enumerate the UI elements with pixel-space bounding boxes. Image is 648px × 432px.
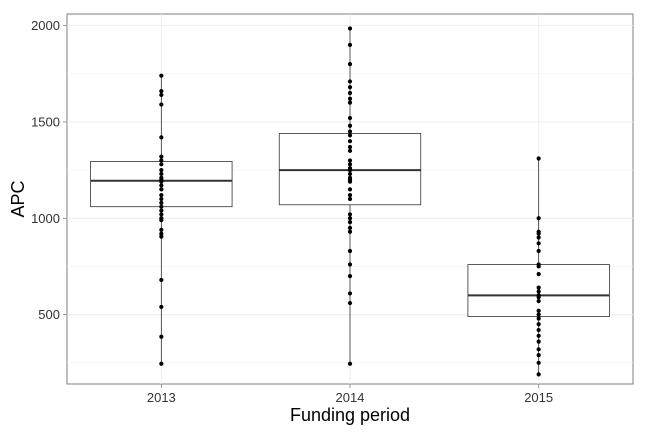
data-point <box>347 139 353 144</box>
data-point <box>159 234 164 239</box>
data-point <box>347 144 353 150</box>
y-axis-title: APC <box>8 180 28 217</box>
data-point <box>347 229 353 234</box>
data-point <box>159 227 164 232</box>
data-point <box>159 334 164 339</box>
data-point <box>159 167 164 173</box>
data-point <box>536 289 541 294</box>
data-point <box>347 212 353 217</box>
data-point <box>159 208 164 213</box>
data-point <box>159 88 164 94</box>
data-point <box>536 327 541 333</box>
data-point <box>347 361 353 366</box>
data-point <box>159 162 164 167</box>
data-point <box>347 187 353 192</box>
data-point <box>347 158 353 163</box>
data-point <box>536 339 541 344</box>
data-point <box>536 156 541 161</box>
data-point <box>536 333 541 338</box>
data-point <box>347 193 353 198</box>
data-point <box>347 123 353 128</box>
data-point <box>159 187 164 192</box>
y-tick-label: 2000 <box>31 18 60 33</box>
data-point <box>159 200 164 205</box>
data-point <box>347 79 353 84</box>
x-tick-label: 2014 <box>336 390 365 405</box>
data-point <box>347 167 353 173</box>
x-tick-label: 2013 <box>147 390 176 405</box>
data-point <box>159 218 164 223</box>
data-point <box>347 196 353 202</box>
data-point <box>347 115 353 121</box>
data-point <box>347 300 353 306</box>
data-point <box>536 216 541 221</box>
data-point <box>536 285 541 290</box>
data-point <box>347 273 353 279</box>
data-point <box>536 272 541 277</box>
data-point <box>347 262 353 267</box>
data-point <box>159 196 164 202</box>
data-point <box>347 133 353 138</box>
data-point <box>347 162 353 167</box>
data-point <box>159 135 164 140</box>
data-point <box>159 212 164 217</box>
data-point <box>159 361 164 366</box>
x-tick-label: 2015 <box>524 390 553 405</box>
data-point <box>159 304 164 310</box>
data-point <box>159 73 164 78</box>
data-point <box>536 347 541 352</box>
data-point <box>347 129 353 134</box>
data-point <box>536 316 541 321</box>
data-point <box>159 102 164 107</box>
data-point <box>536 360 541 365</box>
data-point <box>159 193 164 198</box>
data-point <box>159 92 164 98</box>
x-axis-title: Funding period <box>290 405 410 425</box>
data-point <box>536 372 541 377</box>
data-point <box>347 248 353 254</box>
data-point <box>347 220 353 225</box>
data-point <box>347 148 353 153</box>
data-point <box>536 264 541 269</box>
data-point <box>347 96 353 101</box>
data-point <box>347 171 353 177</box>
data-point <box>347 179 353 184</box>
data-point <box>536 322 541 327</box>
data-point <box>536 295 541 300</box>
y-axis: 500 1000 1500 2000 <box>31 18 67 322</box>
data-point <box>536 352 541 358</box>
y-tick-label: 500 <box>38 307 60 322</box>
data-point <box>159 183 164 188</box>
data-point <box>536 241 541 246</box>
data-point <box>159 204 164 209</box>
data-point <box>159 179 164 184</box>
data-point <box>536 299 541 304</box>
data-point <box>159 231 164 236</box>
data-point <box>347 100 353 105</box>
data-point <box>536 248 541 254</box>
data-point <box>347 26 353 31</box>
points-layer <box>159 26 541 377</box>
data-point <box>159 277 164 283</box>
data-point <box>536 231 541 236</box>
data-point <box>347 42 353 47</box>
data-point <box>347 216 353 221</box>
data-point <box>347 225 353 231</box>
y-tick-label: 1500 <box>31 114 60 129</box>
data-point <box>159 158 164 163</box>
data-point <box>159 154 164 159</box>
x-axis: 2013 2014 2015 <box>147 384 553 405</box>
data-point <box>347 62 353 67</box>
data-point <box>347 90 353 96</box>
data-point <box>536 308 541 313</box>
data-point <box>536 312 541 317</box>
y-tick-label: 1000 <box>31 211 60 226</box>
data-point <box>536 235 541 240</box>
data-point <box>347 85 353 90</box>
data-point <box>347 291 353 296</box>
data-point <box>159 171 164 177</box>
